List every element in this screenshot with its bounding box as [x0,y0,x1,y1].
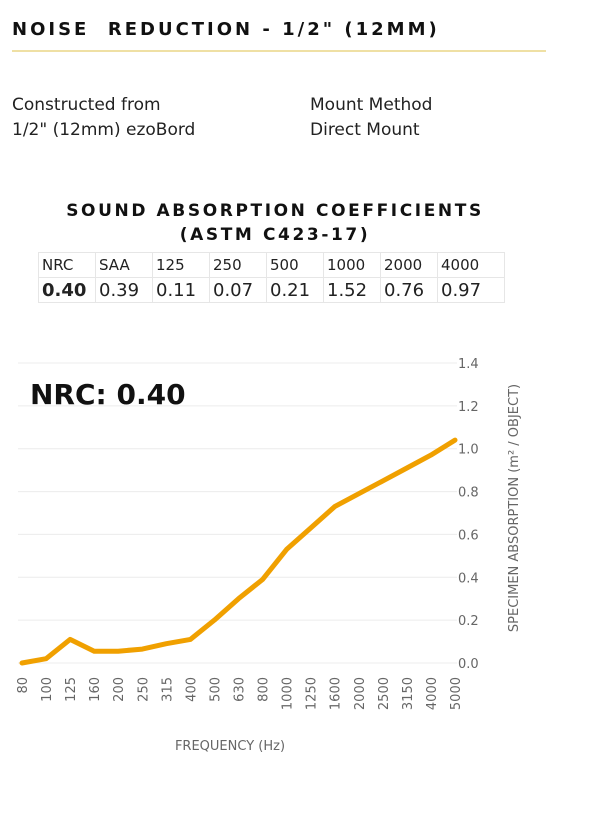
y-axis-label: SPECIMEN ABSORPTION (m² / OBJECT) [507,384,522,632]
y-tick-label: 1.2 [458,400,479,415]
y-tick-label: 0.8 [458,486,479,501]
coefficients-title: SOUND ABSORPTION COEFFICIENTS [66,201,484,221]
x-tick-label: 2000 [353,677,368,710]
coefficients-header-row: NRC SAA 125 250 500 1000 2000 4000 [38,252,505,278]
x-tick-label: 1600 [329,677,344,710]
x-tick-label: 1250 [305,677,320,710]
header-cell: 2000 [380,252,438,278]
y-tick-label: 0.4 [458,571,479,586]
chart-grid [18,362,457,664]
value-cell: 0.40 [38,277,96,303]
x-axis-label: FREQUENCY (Hz) [175,739,285,754]
coefficients-value-row: 0.40 0.39 0.11 0.07 0.21 1.52 0.76 0.97 [38,277,505,303]
x-tick-label: 250 [136,677,151,702]
y-tick-label: 0.0 [458,657,479,672]
absorption-chart: 0.0 0.2 0.4 0.6 0.8 1.0 1.2 1.4 80 100 125 160 200 2… [16,357,522,754]
y-tick-label: 0.2 [458,614,479,629]
mount-label: Mount Method [310,95,433,115]
x-tick-label: 400 [184,677,199,702]
header-cell: 1000 [323,252,381,278]
value-cell: 0.39 [95,277,153,303]
x-tick-label: 5000 [449,677,464,710]
header-cell: 500 [266,252,324,278]
header-cell: 250 [209,252,267,278]
header-cell: 125 [152,252,210,278]
mount-info: Mount Method Direct Mount [310,93,432,143]
value-cell: 0.97 [437,277,505,303]
x-tick-label: 80 [16,677,31,694]
value-cell: 0.07 [209,277,267,303]
value-cell: 1.52 [323,277,381,303]
coefficients-subtitle: (ASTM C423-17) [179,225,371,245]
x-tick-label: 3150 [401,677,416,710]
x-tick-labels: 80 100 125 160 200 250 315 400 500 630 800 1000 1250… [16,677,464,710]
header-cell: NRC [38,252,96,278]
y-tick-label: 1.0 [458,443,479,458]
construction-value: 1/2" (12mm) ezoBord [12,120,196,140]
construction-info: Constructed from 1/2" (12mm) ezoBord [12,93,195,143]
x-tick-label: 500 [208,677,223,702]
value-cell: 0.76 [380,277,438,303]
x-tick-label: 125 [64,677,79,702]
y-tick-labels: 0.0 0.2 0.4 0.6 0.8 1.0 1.2 1.4 [458,357,479,672]
x-tick-label: 630 [233,677,248,702]
construction-label: Constructed from [12,95,161,115]
x-tick-label: 1000 [281,677,296,710]
x-tick-label: 315 [160,677,175,702]
x-tick-label: 160 [88,677,103,702]
x-tick-label: 4000 [425,677,440,710]
x-tick-label: 2500 [377,677,392,710]
y-tick-label: 1.4 [458,357,479,372]
mount-value: Direct Mount [310,120,420,140]
x-tick-label: 800 [257,677,272,702]
y-tick-label: 0.6 [458,528,479,543]
series-line [19,437,458,666]
value-cell: 0.11 [152,277,210,303]
header-cell: SAA [95,252,153,278]
value-cell: 0.21 [266,277,324,303]
x-tick-label: 100 [40,677,55,702]
header-cell: 4000 [437,252,505,278]
nrc-annotation: NRC: 0.40 [30,378,186,411]
title-divider [12,50,546,52]
x-tick-label: 200 [112,677,127,702]
coefficients-table: NRC SAA 125 250 500 1000 2000 4000 0.40 … [38,252,505,303]
page-title: NOISE REDUCTION - 1/2" (12MM) [12,19,440,40]
